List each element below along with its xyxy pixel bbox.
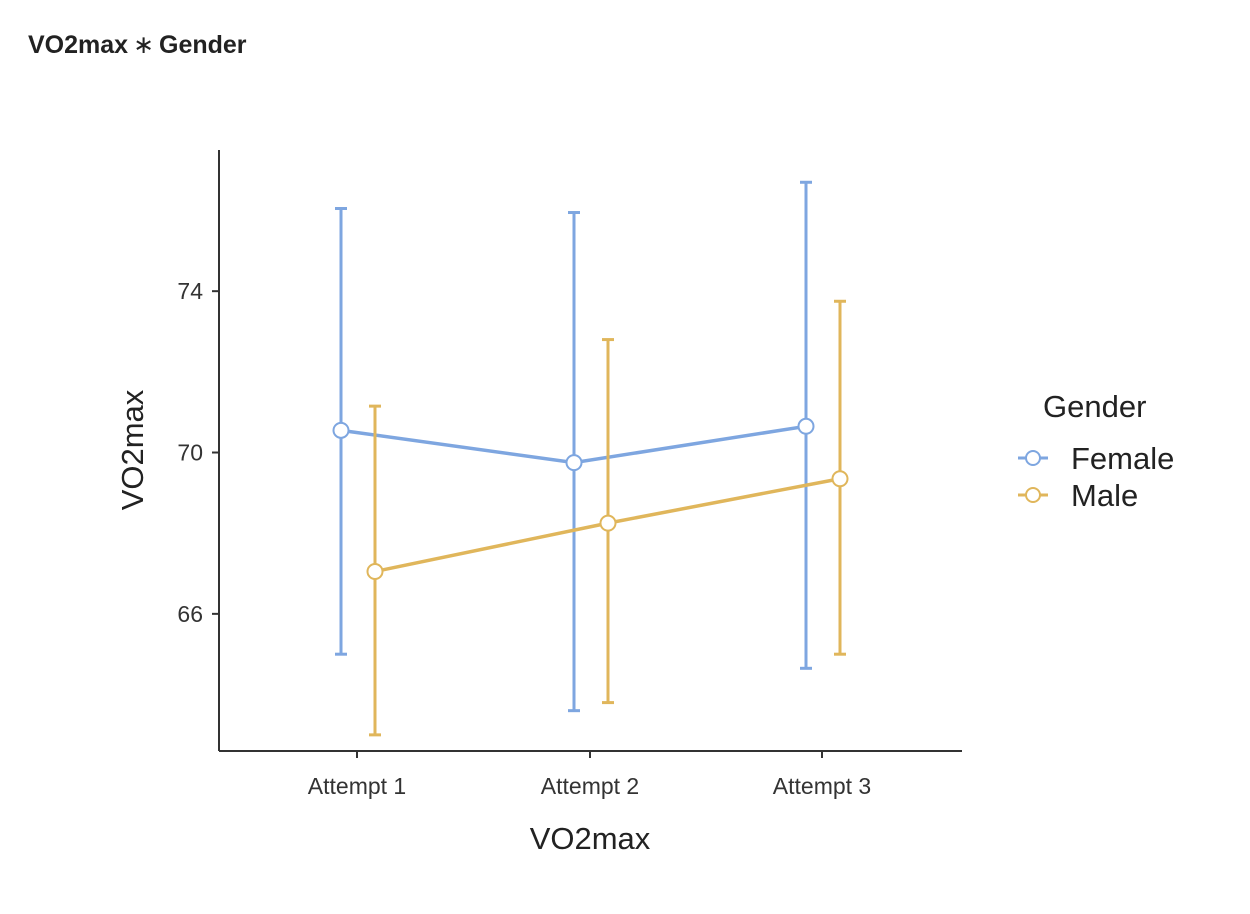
series-male — [366, 299, 849, 737]
x-axis-title: VO2max — [530, 821, 651, 856]
legend-marker — [1025, 487, 1041, 503]
series-female — [332, 180, 815, 713]
title-variable: VO2max — [28, 31, 129, 59]
axes: 66 70 74 Attempt 1 Attempt 2 Attempt 3 VO2max V… — [115, 150, 962, 856]
data-point — [599, 514, 617, 532]
data-point — [565, 454, 583, 472]
legend-label: Male — [1071, 478, 1138, 513]
x-tick-label: Attempt 3 — [773, 773, 871, 799]
legend-marker — [1025, 450, 1041, 466]
data-point — [831, 470, 849, 488]
data-point — [332, 421, 350, 439]
title-separator: ∗ — [133, 31, 155, 59]
y-tick-label: 74 — [177, 278, 203, 304]
legend-title: Gender — [1043, 389, 1146, 424]
legend-item-male: Male — [1018, 478, 1138, 513]
x-tick-label: Attempt 2 — [541, 773, 639, 799]
page-title: VO2max ∗ Gender — [28, 30, 247, 60]
x-tick-label: Attempt 1 — [308, 773, 406, 799]
plot-area — [332, 180, 849, 737]
legend-label: Female — [1071, 441, 1174, 476]
y-axis-title: VO2max — [115, 389, 150, 510]
data-point — [366, 563, 384, 581]
y-tick-label: 70 — [177, 440, 203, 466]
title-factor: Gender — [159, 31, 247, 59]
legend-item-female: Female — [1018, 441, 1174, 476]
y-tick-label: 66 — [177, 601, 203, 627]
data-point — [797, 417, 815, 435]
